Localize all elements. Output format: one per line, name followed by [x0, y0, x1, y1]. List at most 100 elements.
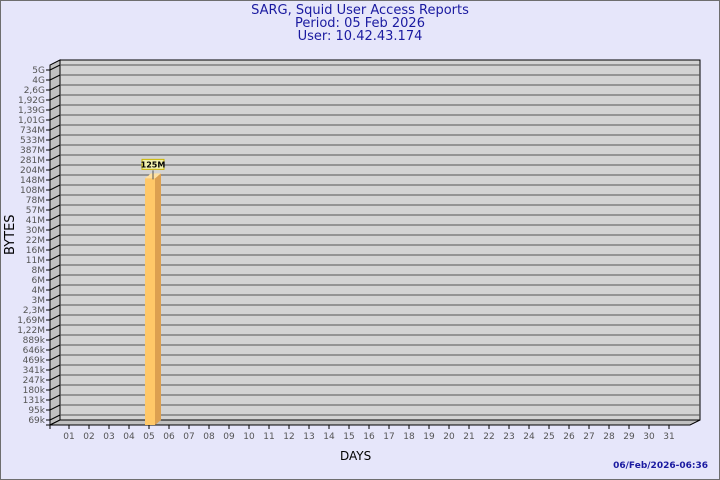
- x-tick-label: 20: [443, 432, 455, 442]
- y-tick-label: 1,22M: [17, 326, 45, 336]
- gridline-wall: [49, 344, 61, 351]
- gridline-wall: [49, 384, 61, 391]
- y-tick-label: 646k: [23, 346, 46, 356]
- y-tick-label: 131k: [23, 396, 46, 406]
- x-tick-label: 12: [283, 432, 294, 442]
- y-tick-label: 1,92G: [18, 96, 45, 106]
- y-tick-label: 5G: [32, 66, 45, 76]
- x-tick-label: 25: [543, 432, 554, 442]
- gridline-wall: [49, 224, 61, 231]
- gridline-wall: [49, 414, 61, 421]
- x-tick-label: 24: [523, 432, 535, 442]
- gridline-wall: [49, 404, 61, 411]
- gridline-wall: [49, 134, 61, 141]
- y-tick-label: 30M: [26, 226, 45, 236]
- gridline-wall: [49, 194, 61, 201]
- gridline-wall: [49, 184, 61, 191]
- y-tick-label: 734M: [20, 126, 45, 136]
- x-tick-label: 28: [603, 432, 615, 442]
- chart-title: SARG, Squid User Access Reports: [251, 3, 469, 18]
- bar-side: [155, 173, 161, 425]
- gridline-wall: [49, 324, 61, 331]
- x-axis-label: DAYS: [340, 449, 372, 463]
- gridline-wall: [49, 354, 61, 361]
- y-tick-label: 247k: [23, 376, 46, 386]
- y-tick-label: 57M: [26, 206, 45, 216]
- x-tick-label: 09: [223, 432, 235, 442]
- gridline-wall: [49, 264, 61, 271]
- x-tick-label: 16: [363, 432, 375, 442]
- x-tick-label: 23: [503, 432, 514, 442]
- gridline-wall: [49, 64, 61, 71]
- chart-period: Period: 05 Feb 2026: [295, 16, 425, 31]
- x-tick-label: 18: [403, 432, 415, 442]
- gridline-wall: [49, 334, 61, 341]
- x-tick-label: 31: [663, 432, 674, 442]
- gridline-wall: [49, 154, 61, 161]
- x-tick-label: 27: [583, 432, 594, 442]
- gridline-wall: [49, 84, 61, 91]
- y-tick-label: 8M: [32, 266, 46, 276]
- y-tick-label: 108M: [20, 186, 45, 196]
- gridline-wall: [49, 174, 61, 181]
- y-tick-label: 387M: [20, 146, 45, 156]
- plot-area: [59, 59, 701, 421]
- x-tick-label: 30: [643, 432, 655, 442]
- gridline-wall: [49, 234, 61, 241]
- y-tick-label: 4M: [32, 286, 46, 296]
- y-tick-label: 281M: [20, 156, 45, 166]
- x-tick-label: 29: [623, 432, 635, 442]
- gridline-wall: [49, 394, 61, 401]
- gridline-wall: [49, 204, 61, 211]
- y-tick-label: 469k: [23, 356, 46, 366]
- chart-user: User: 10.42.43.174: [297, 29, 423, 44]
- gridline-wall: [49, 244, 61, 251]
- x-tick-label: 04: [123, 432, 135, 442]
- y-axis-label: BYTES: [3, 214, 18, 255]
- gridline-wall: [49, 214, 61, 221]
- gridline-wall: [49, 144, 61, 151]
- gridline-wall: [49, 304, 61, 311]
- y-tick-label: 1,39G: [18, 106, 45, 116]
- y-tick-label: 69k: [28, 416, 45, 426]
- y-tick-label: 1,01G: [18, 116, 45, 126]
- x-tick-label: 05: [143, 432, 154, 442]
- x-tick-label: 17: [383, 432, 394, 442]
- x-tick-label: 22: [483, 432, 494, 442]
- gridline-wall: [49, 74, 61, 81]
- y-tick-label: 341k: [23, 366, 46, 376]
- y-tick-label: 6M: [32, 276, 46, 286]
- x-tick-label: 21: [463, 432, 474, 442]
- gridline-wall: [49, 284, 61, 291]
- gridline-wall: [49, 124, 61, 131]
- data-label: 125M: [141, 160, 166, 169]
- x-tick-label: 13: [303, 432, 314, 442]
- x-tick-label: 14: [323, 432, 335, 442]
- y-tick-label: 180k: [23, 386, 46, 396]
- gridline-wall: [49, 314, 61, 321]
- gridline-wall: [49, 294, 61, 301]
- y-tick-label: 22M: [26, 236, 45, 246]
- gridline-wall: [49, 94, 61, 101]
- y-tick-label: 204M: [20, 166, 45, 176]
- x-tick-label: 06: [163, 432, 175, 442]
- x-tick-label: 01: [63, 432, 74, 442]
- gridline-wall: [49, 254, 61, 261]
- y-tick-label: 95k: [28, 406, 45, 416]
- generated-timestamp: 06/Feb/2026-06:36: [613, 461, 708, 471]
- x-tick-label: 03: [103, 432, 114, 442]
- y-tick-label: 889k: [23, 336, 46, 346]
- y-tick-label: 2,6G: [24, 86, 45, 96]
- gridline-wall: [49, 364, 61, 371]
- x-tick-label: 26: [563, 432, 575, 442]
- y-tick-label: 148M: [20, 176, 45, 186]
- x-tick-label: 11: [263, 432, 274, 442]
- x-tick-label: 19: [423, 432, 435, 442]
- x-tick-label: 10: [243, 432, 255, 442]
- y-tick-label: 533M: [20, 136, 45, 146]
- y-tick-label: 78M: [26, 196, 45, 206]
- y-tick-label: 16M: [26, 246, 45, 256]
- y-tick-label: 1,69M: [17, 316, 45, 326]
- y-tick-label: 4G: [32, 76, 45, 86]
